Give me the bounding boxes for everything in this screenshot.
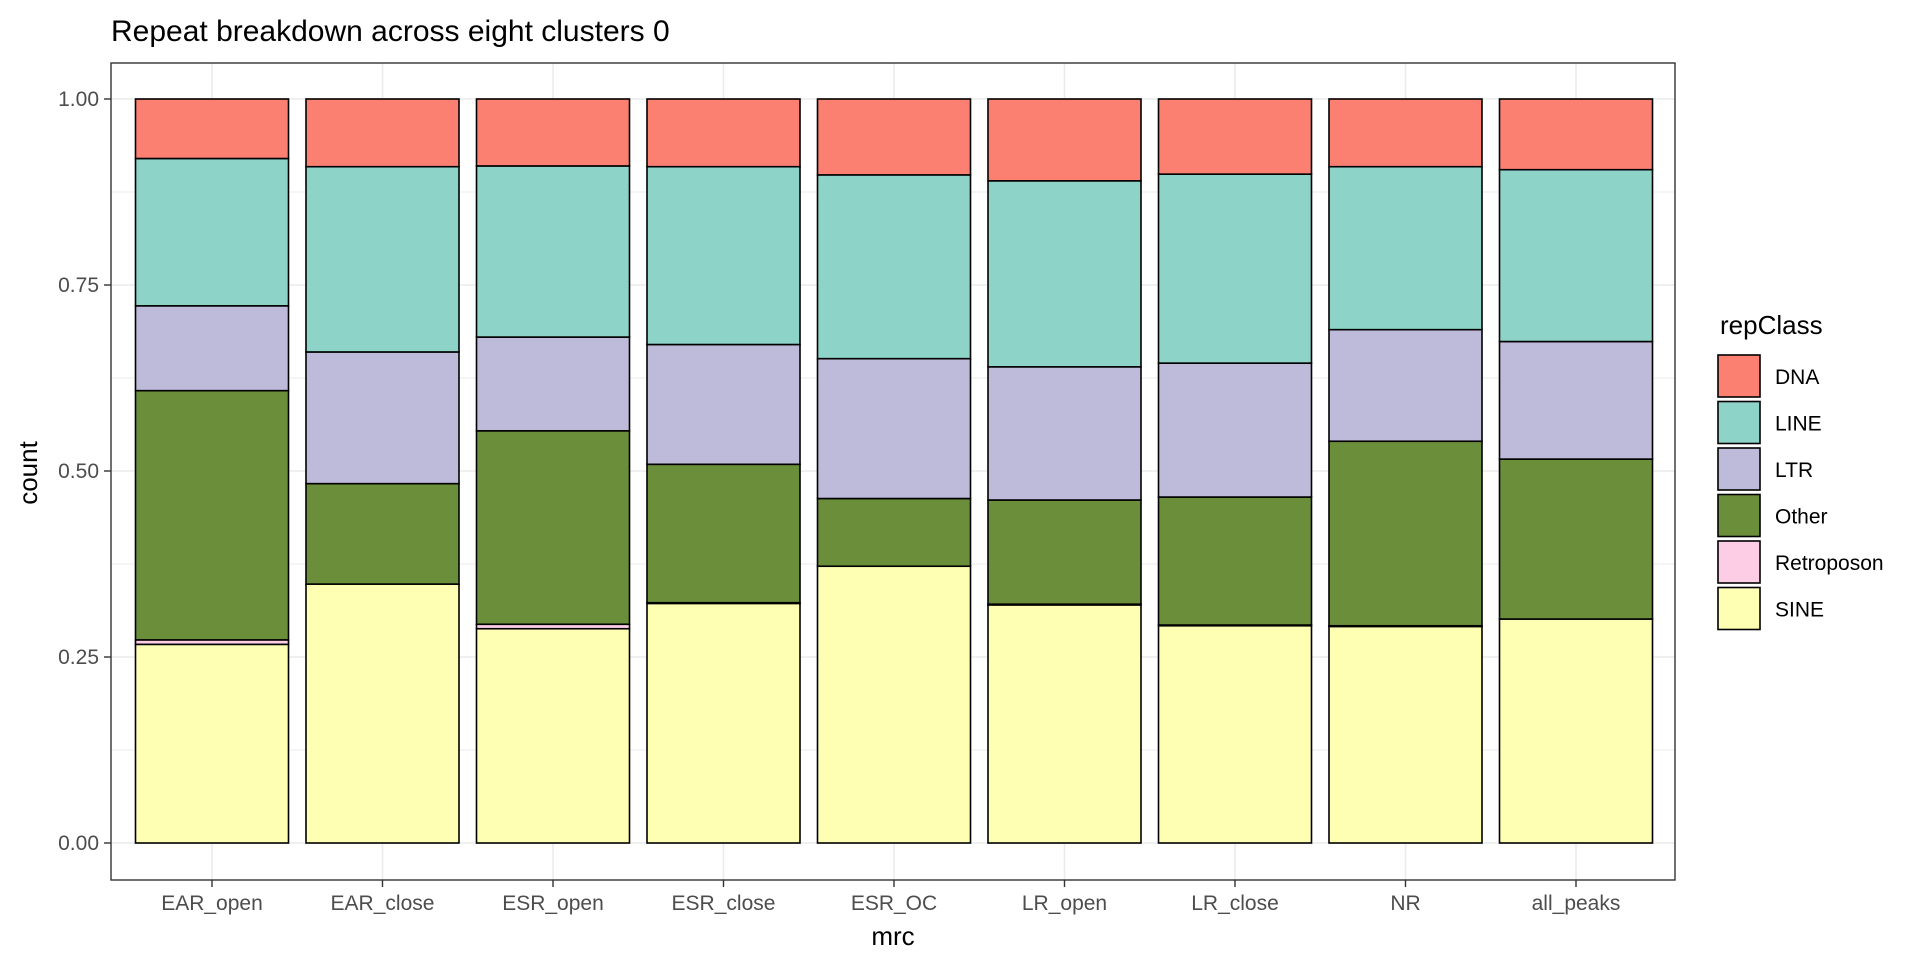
bar-segment-ltr-ear-close [305, 351, 460, 485]
bar-segment-line-ear-close [305, 165, 460, 353]
bar-segment-dna-ear-close [305, 98, 460, 168]
x-tick-label: ESR_open [502, 892, 604, 915]
x-tick-label: all_peaks [1532, 892, 1621, 915]
bar-segment-sine-esr-open [475, 627, 631, 844]
x-tick-label: EAR_open [161, 892, 263, 915]
x-axis-title: mrc [871, 921, 914, 951]
y-tick-label: 0.50 [58, 460, 99, 483]
bar-segment-other-ear-open [134, 389, 290, 641]
y-tick-label: 0.25 [58, 646, 99, 669]
bar-segment-ltr-lr-close [1157, 362, 1313, 498]
bar-segment-sine-esr-close [646, 602, 801, 844]
legend: repClass DNA LINE LTR Other Retroposon SINE [1717, 310, 1884, 631]
legend-label-other: Other [1775, 506, 1828, 529]
bar-segment-line-lr-open [987, 180, 1142, 368]
bar-segment-line-esr-oc [816, 174, 972, 360]
bar-segment-dna-esr-open [475, 98, 631, 167]
x-tick-label: ESR_close [672, 892, 776, 915]
bar-segment-dna-nr [1328, 98, 1483, 168]
bar-segment-dna-all-peaks [1498, 98, 1654, 171]
bar-segment-sine-ear-close [305, 583, 460, 844]
bar-segment-line-esr-close [646, 165, 801, 346]
x-axis: EAR_open EAR_close ESR_open ESR_close ESR_OC… [161, 880, 1620, 915]
bars-group [134, 98, 1654, 844]
legend-label-dna: DNA [1775, 366, 1819, 389]
x-tick-label: LR_close [1191, 892, 1279, 915]
bar-segment-line-ear-open [134, 157, 290, 307]
legend-key-other [1717, 493, 1761, 538]
x-tick-label: ESR_OC [851, 892, 937, 915]
bar-segment-line-all-peaks [1498, 168, 1654, 343]
bar-segment-sine-esr-oc [816, 565, 972, 844]
bar-segment-ltr-esr-oc [816, 357, 972, 500]
legend-label-retroposon: Retroposon [1775, 552, 1884, 575]
legend-key-retroposon [1717, 540, 1761, 584]
bar-segment-dna-esr-close [646, 98, 801, 168]
bar-segment-ltr-esr-open [475, 336, 631, 432]
bar-segment-other-lr-open [987, 499, 1142, 605]
bar-segment-other-nr [1328, 440, 1483, 627]
bar-segment-dna-ear-open [134, 98, 290, 160]
y-tick-label: 0.00 [58, 832, 99, 855]
bar-segment-dna-lr-open [987, 98, 1142, 182]
legend-label-sine: SINE [1775, 599, 1824, 622]
x-tick-label: EAR_close [331, 892, 435, 915]
legend-key-ltr [1717, 447, 1761, 491]
y-axis: 0.00 0.25 0.50 0.75 1.00 [58, 88, 111, 855]
legend-key-line [1717, 400, 1761, 445]
bar-segment-line-esr-open [475, 165, 631, 338]
bar-segment-sine-lr-open [987, 604, 1142, 844]
legend-key-dna [1717, 354, 1761, 398]
y-tick-label: 1.00 [58, 88, 99, 111]
bar-segment-other-all-peaks [1498, 458, 1654, 620]
bar-segment-line-lr-close [1157, 173, 1313, 364]
bar-segment-ltr-esr-close [646, 343, 801, 466]
legend-key-sine [1717, 586, 1761, 631]
bar-segment-line-nr [1328, 165, 1483, 331]
bar-segment-dna-esr-oc [816, 98, 972, 176]
bar-segment-sine-ear-open [134, 643, 290, 844]
bar-segment-sine-nr [1328, 625, 1483, 844]
bar-segment-other-esr-oc [816, 497, 972, 568]
bar-segment-ltr-nr [1328, 328, 1483, 443]
bar-segment-other-esr-close [646, 463, 801, 604]
y-tick-label: 0.75 [58, 274, 99, 297]
bar-segment-sine-lr-close [1157, 624, 1313, 844]
bar-segment-dna-lr-close [1157, 98, 1313, 175]
legend-label-line: LINE [1775, 413, 1822, 436]
bar-segment-ltr-lr-open [987, 366, 1142, 501]
bar-segment-other-ear-close [305, 482, 460, 585]
y-axis-title: count [13, 440, 43, 504]
bar-segment-ltr-all-peaks [1498, 340, 1654, 460]
chart-title: Repeat breakdown across eight clusters 0 [111, 15, 670, 48]
bar-segment-ltr-ear-open [134, 305, 290, 392]
x-tick-label: NR [1390, 892, 1420, 915]
bar-segment-other-esr-open [475, 430, 631, 626]
legend-label-ltr: LTR [1775, 459, 1813, 482]
x-tick-label: LR_open [1022, 892, 1107, 915]
bar-segment-sine-all-peaks [1498, 618, 1654, 844]
bar-segment-other-lr-close [1157, 496, 1313, 626]
legend-title: repClass [1720, 310, 1823, 340]
